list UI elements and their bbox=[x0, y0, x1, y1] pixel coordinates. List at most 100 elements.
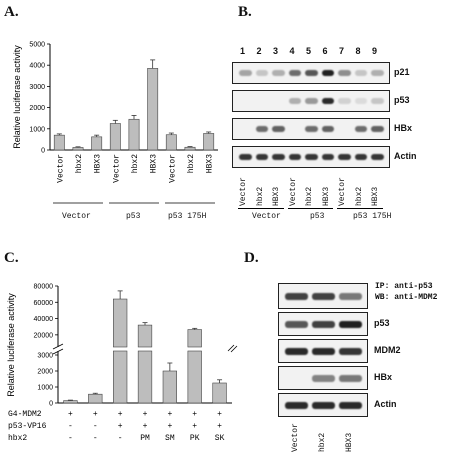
band bbox=[285, 401, 308, 409]
band bbox=[371, 126, 384, 132]
band bbox=[354, 98, 367, 104]
y-axis-label-a: Relative luciferase activity bbox=[12, 45, 22, 149]
lane-number: 6 bbox=[322, 46, 328, 56]
band bbox=[255, 154, 268, 160]
band bbox=[285, 347, 308, 355]
condition-mark-c: + bbox=[93, 410, 98, 419]
y-tick-label-a: 5000 bbox=[29, 42, 45, 49]
lane-number: 3 bbox=[273, 46, 279, 56]
condition-label-c: G4-MDM2 bbox=[8, 410, 42, 419]
band bbox=[288, 98, 301, 104]
bar-c bbox=[212, 382, 227, 404]
band bbox=[305, 70, 318, 76]
y-tick-label-a: 1000 bbox=[29, 126, 45, 133]
y-tick-label-c: 3000 bbox=[37, 353, 53, 360]
condition-mark-c: + bbox=[167, 422, 172, 431]
y-tick-label-c: 80000 bbox=[34, 284, 54, 291]
bar-a bbox=[72, 147, 84, 151]
panel-letter-a: A. bbox=[4, 4, 19, 20]
group-label-a-1: Vector bbox=[62, 212, 91, 221]
band bbox=[354, 154, 367, 160]
band bbox=[338, 70, 351, 76]
band bbox=[339, 401, 362, 409]
band bbox=[288, 70, 301, 76]
lane-label-d: hbx2 bbox=[318, 432, 327, 452]
band bbox=[321, 98, 334, 104]
y-tick-label-a: 0 bbox=[41, 148, 45, 155]
y-axis-label-c: Relative luciferase activity bbox=[6, 293, 16, 397]
blot-strip-hbx bbox=[278, 366, 368, 390]
lane-label-b: Vector bbox=[288, 177, 298, 206]
bar-a bbox=[128, 118, 140, 151]
band bbox=[305, 154, 318, 160]
bar-c bbox=[162, 370, 177, 404]
y-tick-label-c: 2000 bbox=[37, 369, 53, 376]
condition-mark-c: + bbox=[118, 410, 123, 419]
band bbox=[239, 154, 252, 160]
bar-c-upper bbox=[113, 298, 128, 348]
band bbox=[305, 98, 318, 104]
condition-mark-c: SM bbox=[165, 434, 175, 443]
condition-mark-c: + bbox=[217, 410, 222, 419]
band bbox=[288, 154, 301, 160]
condition-mark-c: + bbox=[143, 422, 148, 431]
x-tick-label-a: hbx2 bbox=[187, 154, 196, 173]
x-tick-label-a: HBX3 bbox=[94, 154, 103, 173]
band bbox=[312, 292, 335, 300]
blot-strip-actin bbox=[232, 146, 390, 168]
bar-c-upper bbox=[187, 329, 202, 348]
lane-label-b: hbx2 bbox=[255, 186, 265, 206]
band bbox=[305, 126, 318, 132]
x-tick-label-a: HBX3 bbox=[150, 154, 159, 173]
lane-label-b: hbx2 bbox=[354, 186, 364, 206]
condition-mark-c: - bbox=[118, 434, 123, 443]
group-label-a-3: p53 175H bbox=[168, 212, 207, 221]
x-tick-label-a: hbx2 bbox=[75, 154, 84, 173]
band bbox=[321, 70, 334, 76]
condition-mark-c: + bbox=[68, 410, 73, 419]
bar-a bbox=[203, 133, 215, 151]
lane-label-b: Vector bbox=[239, 177, 248, 206]
lane-number: 7 bbox=[339, 46, 345, 56]
condition-mark-c: + bbox=[167, 410, 172, 419]
group-label-b-1: Vector bbox=[252, 212, 281, 221]
blot-strip-p21 bbox=[232, 62, 390, 84]
band-label-d: HBx bbox=[374, 372, 393, 382]
band-label-d: Actin bbox=[374, 399, 397, 409]
band bbox=[371, 70, 384, 76]
band bbox=[321, 126, 334, 132]
bar-c bbox=[63, 400, 78, 404]
band bbox=[354, 70, 367, 76]
band-label-b: Actin bbox=[394, 151, 417, 161]
bar-c bbox=[88, 393, 103, 404]
y-tick-label-c: 60000 bbox=[34, 300, 54, 307]
panel-letter-c: C. bbox=[4, 250, 19, 266]
y-tick-label-a: 3000 bbox=[29, 84, 45, 91]
condition-label-c: p53-VP16 bbox=[8, 422, 47, 431]
x-tick-label-a: hbx2 bbox=[131, 154, 140, 173]
band bbox=[339, 374, 362, 382]
condition-mark-c: SK bbox=[215, 434, 225, 443]
blot-strip-mdm2 bbox=[278, 339, 368, 363]
lane-label-d: HBX3 bbox=[345, 432, 354, 452]
bar-a bbox=[109, 123, 121, 151]
band bbox=[339, 320, 362, 328]
y-tick-label-c: 1000 bbox=[37, 385, 53, 392]
y-tick-label-a: 2000 bbox=[29, 105, 45, 112]
y-tick-label-c: 20000 bbox=[34, 332, 54, 339]
bar-a bbox=[184, 146, 196, 151]
condition-mark-c: - bbox=[68, 434, 73, 443]
y-tick-label-c: 40000 bbox=[34, 316, 54, 323]
band-label-d: p53 bbox=[374, 318, 390, 328]
y-tick-label-a: 4000 bbox=[29, 63, 45, 70]
bar-a bbox=[91, 136, 103, 151]
band bbox=[354, 126, 367, 132]
lane-label-b: Vector bbox=[338, 177, 347, 206]
lane-label-b: HBX3 bbox=[371, 186, 380, 206]
band bbox=[338, 154, 351, 160]
band bbox=[285, 292, 308, 300]
wb-label: WB: anti-MDM2 bbox=[375, 293, 438, 302]
band bbox=[255, 126, 268, 132]
bar-c-lower bbox=[113, 350, 128, 404]
band bbox=[339, 292, 362, 300]
